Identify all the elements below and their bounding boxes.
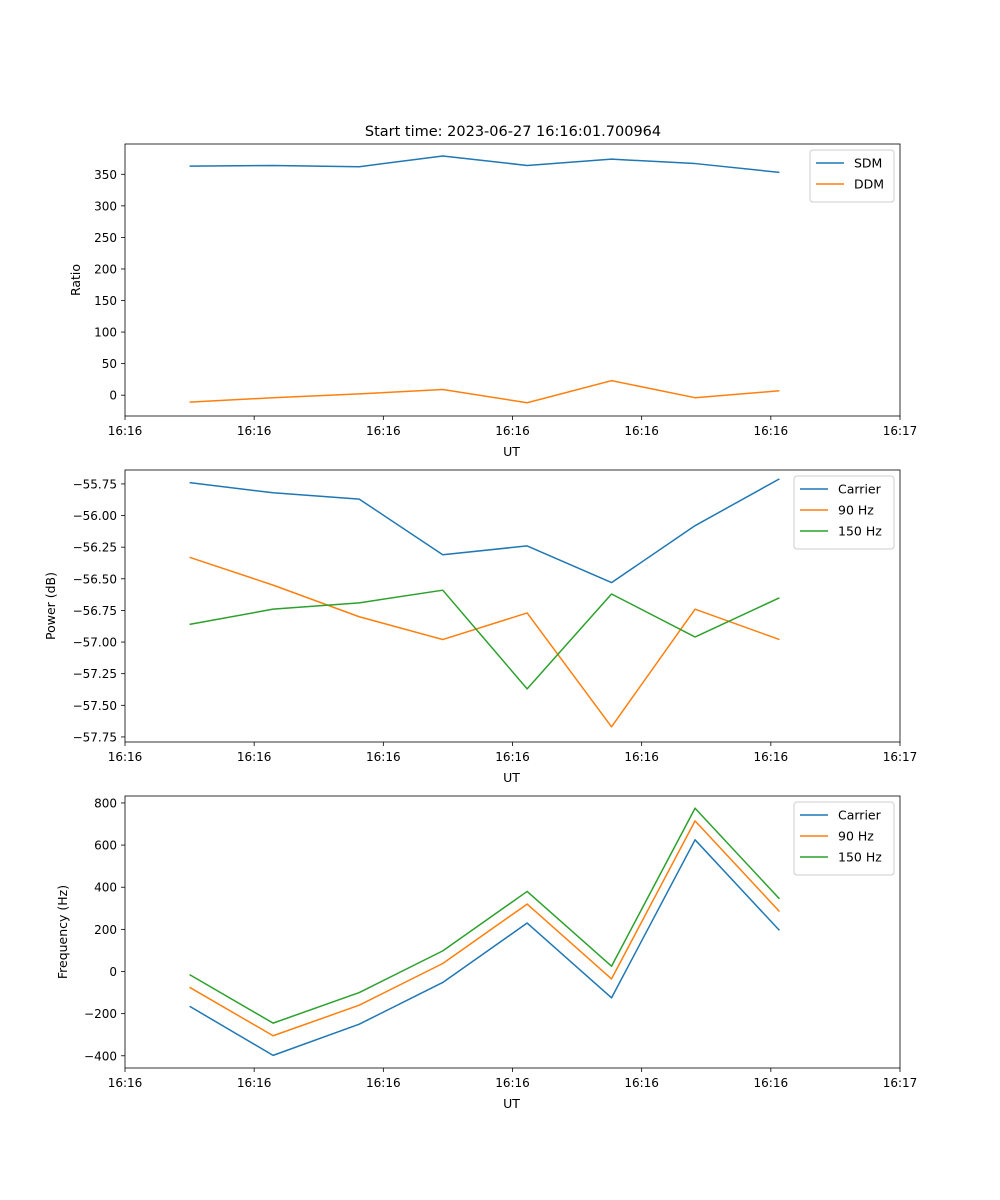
x-tick-label: 16:16 — [366, 1076, 401, 1090]
y-tick-label: −400 — [84, 1049, 117, 1063]
y-axis-label: Ratio — [68, 264, 83, 296]
y-tick-label: 150 — [94, 294, 117, 308]
y-tick-label: −57.00 — [73, 636, 117, 650]
x-tick-label: 16:16 — [108, 424, 143, 438]
x-tick-label: 16:16 — [237, 1076, 272, 1090]
x-tick-label: 16:16 — [624, 424, 659, 438]
y-axis-label: Power (dB) — [43, 572, 58, 640]
axes-frame — [124, 469, 901, 743]
y-tick-label: 800 — [94, 796, 117, 810]
legend-entry-label: 150 Hz — [838, 524, 882, 539]
legend: Carrier 90 Hz 150 Hz — [793, 475, 895, 550]
y-tick-label: 300 — [94, 199, 117, 213]
y-axis-label: Frequency (Hz) — [55, 885, 70, 979]
legend-entry-label: DDM — [854, 177, 884, 192]
x-tick-label: 16:16 — [495, 750, 530, 764]
subplot-3: 16:16 16:16 16:16 16:16 16:16 16:16 16:17 −400 −… — [55, 795, 918, 1111]
x-tick-label: 16:17 — [883, 750, 918, 764]
y-tick-label: 600 — [94, 839, 117, 853]
y-tick-label: 0 — [109, 965, 117, 979]
series-line-ddm — [189, 379, 780, 404]
x-axis-label: UT — [503, 770, 520, 785]
y-tick-label: −57.50 — [73, 699, 117, 713]
x-tick-label: 16:16 — [495, 424, 530, 438]
legend: Carrier 90 Hz 150 Hz — [793, 801, 895, 876]
x-tick-label: 16:16 — [495, 1076, 530, 1090]
y-tick-label: 50 — [102, 357, 117, 371]
x-tick-label: 16:16 — [237, 750, 272, 764]
series-line-90-hz — [189, 820, 780, 1037]
series-line-carrier — [189, 839, 780, 1057]
y-tick-label: 0 — [109, 389, 117, 403]
x-tick-label: 16:16 — [754, 1076, 789, 1090]
series-line-150-hz — [189, 807, 780, 1024]
legend-entry-label: 90 Hz — [838, 829, 874, 844]
y-tick-label: 400 — [94, 881, 117, 895]
x-tick-label: 16:16 — [108, 750, 143, 764]
x-tick-label: 16:16 — [237, 424, 272, 438]
y-tick-label: −56.25 — [73, 541, 117, 555]
x-tick-label: 16:16 — [754, 424, 789, 438]
legend-entry-label: SDM — [854, 156, 882, 171]
axes-frame — [124, 795, 901, 1069]
figure-title: Start time: 2023-06-27 16:16:01.700964 — [365, 124, 661, 140]
x-tick-label: 16:16 — [366, 424, 401, 438]
x-axis-label: UT — [503, 444, 520, 459]
series-line-carrier — [189, 478, 780, 584]
x-axis-label: UT — [503, 1096, 520, 1111]
series-line-sdm — [189, 155, 780, 174]
y-tick-label: −56.00 — [73, 509, 117, 523]
y-tick-label: −57.75 — [73, 730, 117, 744]
y-tick-label: 350 — [94, 168, 117, 182]
y-tick-label: −56.75 — [73, 604, 117, 618]
y-tick-label: 250 — [94, 231, 117, 245]
y-tick-label: −200 — [84, 1007, 117, 1021]
y-tick-label: 200 — [94, 923, 117, 937]
x-tick-label: 16:16 — [108, 1076, 143, 1090]
legend-entry-label: Carrier — [838, 482, 882, 497]
axes-frame — [124, 143, 901, 417]
legend: SDM DDM — [809, 149, 895, 203]
subplot-1: 16:16 16:16 16:16 16:16 16:16 16:16 16:17 0 50 10… — [68, 143, 918, 459]
x-tick-label: 16:16 — [366, 750, 401, 764]
x-tick-label: 16:16 — [624, 1076, 659, 1090]
y-tick-label: −57.25 — [73, 667, 117, 681]
y-tick-label: −56.50 — [73, 572, 117, 586]
y-tick-label: 200 — [94, 262, 117, 276]
legend-entry-label: 150 Hz — [838, 850, 882, 865]
x-tick-label: 16:16 — [624, 750, 659, 764]
legend-entry-label: Carrier — [838, 808, 882, 823]
x-tick-label: 16:16 — [754, 750, 789, 764]
x-tick-label: 16:17 — [883, 1076, 918, 1090]
subplot-2: 16:16 16:16 16:16 16:16 16:16 16:16 16:17 −57.7… — [43, 469, 918, 785]
series-line-90-hz — [189, 556, 780, 728]
series-line-150-hz — [189, 589, 780, 690]
legend-entry-label: 90 Hz — [838, 503, 874, 518]
y-tick-label: −55.75 — [73, 477, 117, 491]
x-tick-label: 16:17 — [883, 424, 918, 438]
y-tick-label: 100 — [94, 326, 117, 340]
